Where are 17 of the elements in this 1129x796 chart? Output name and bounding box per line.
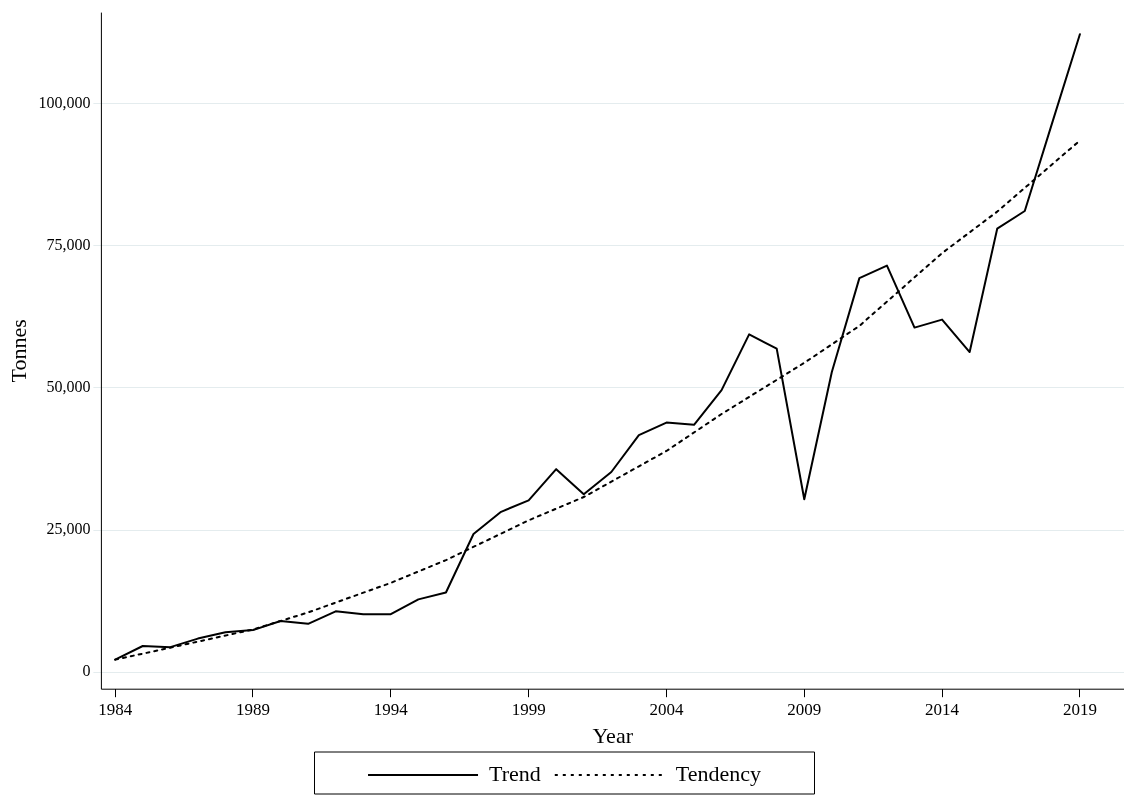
- x-tick-label: 2009: [787, 699, 822, 719]
- y-tick-label: 100,000: [38, 93, 91, 111]
- x-tick-label: 2004: [649, 699, 684, 719]
- x-tick-label: 1984: [98, 699, 133, 719]
- x-tick-label: 2019: [1062, 699, 1097, 719]
- legend-label: Trend: [489, 760, 541, 786]
- y-tick-label: 75,000: [46, 235, 91, 253]
- x-tick-label: 1994: [373, 699, 409, 719]
- x-tick-label: 2014: [925, 699, 960, 719]
- y-tick-label: 50,000: [46, 378, 91, 396]
- x-tick-label: 1999: [511, 699, 546, 719]
- y-axis-title: Tonnes: [5, 319, 31, 383]
- x-tick-label: 1989: [236, 699, 270, 719]
- x-axis-title: Year: [592, 722, 634, 748]
- y-tick-label: 0: [82, 662, 91, 680]
- y-tick-label: 25,000: [46, 520, 91, 538]
- legend-label: Tendency: [675, 760, 761, 786]
